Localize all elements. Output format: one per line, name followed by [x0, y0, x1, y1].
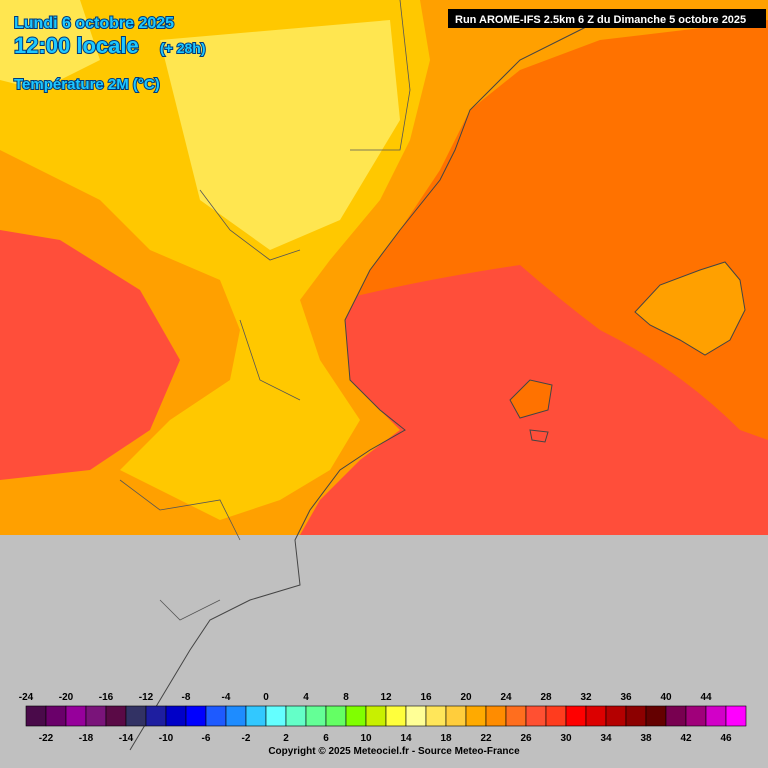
legend-swatch — [605, 705, 627, 727]
legend-swatch — [365, 705, 387, 727]
legend-label: -4 — [222, 692, 231, 703]
legend-label: -20 — [59, 692, 74, 703]
legend-label: 0 — [263, 692, 269, 703]
legend-swatch — [405, 705, 427, 727]
legend-swatch — [85, 705, 107, 727]
legend-swatch — [185, 705, 207, 727]
region-border — [119, 0, 411, 621]
legend-label: 24 — [500, 692, 512, 703]
legend-swatch — [25, 705, 47, 727]
forecast-offset: (+ 28h) — [160, 40, 206, 56]
legend-label: 12 — [380, 692, 392, 703]
legend-label: 38 — [640, 733, 652, 744]
legend-label: -14 — [119, 733, 134, 744]
legend-label: -12 — [139, 692, 154, 703]
legend-label: 28 — [540, 692, 552, 703]
legend-swatch — [485, 705, 507, 727]
legend-label: 20 — [460, 692, 472, 703]
run-info: Run AROME-IFS 2.5km 6 Z du Dimanche 5 oc… — [455, 14, 746, 26]
legend-swatch — [645, 705, 667, 727]
legend-swatch — [45, 705, 67, 727]
forecast-date: Lundi 6 octobre 2025 — [14, 15, 174, 32]
legend-label: 32 — [580, 692, 592, 703]
legend-swatch — [425, 705, 447, 727]
legend-label: 34 — [600, 733, 612, 744]
legend-label: 40 — [660, 692, 672, 703]
land-plateau — [160, 20, 400, 250]
legend-label: 22 — [480, 733, 492, 744]
legend-label: -8 — [182, 692, 191, 703]
legend-swatch — [125, 705, 147, 727]
legend-swatch — [325, 705, 347, 727]
legend-label: 46 — [720, 733, 732, 744]
legend-swatch — [625, 705, 647, 727]
legend-swatch — [565, 705, 587, 727]
legend-swatch — [505, 705, 527, 727]
legend-swatch — [445, 705, 467, 727]
legend-swatch — [665, 705, 687, 727]
legend-swatch — [525, 705, 547, 727]
legend-label: 4 — [303, 692, 309, 703]
forecast-time: 12:00 locale — [14, 33, 139, 58]
legend-label: -18 — [79, 733, 94, 744]
legend-label: 36 — [620, 692, 632, 703]
legend-label: 16 — [420, 692, 432, 703]
legend-swatch — [305, 705, 327, 727]
land-plateau — [0, 0, 100, 90]
legend-swatch — [285, 705, 307, 727]
island — [634, 261, 746, 356]
legend-swatch — [105, 705, 127, 727]
color-legend: -24 -20 -16 -12 -8 -4 0 4 8 12 16 20 24 28 32 36 40 44-22… — [19, 692, 747, 744]
legend-label: 18 — [440, 733, 452, 744]
legend-label: 10 — [360, 733, 372, 744]
legend-label: 8 — [343, 692, 349, 703]
copyright: Copyright © 2025 Meteociel.fr - Source M… — [268, 746, 520, 757]
legend-swatch — [465, 705, 487, 727]
legend-label: -16 — [99, 692, 114, 703]
legend-label: 42 — [680, 733, 692, 744]
legend-swatch — [705, 705, 727, 727]
legend-label: 6 — [323, 733, 329, 744]
legend-swatch — [145, 705, 167, 727]
legend-swatch — [725, 705, 747, 727]
legend-label: -2 — [242, 733, 251, 744]
legend-swatch — [65, 705, 87, 727]
legend-label: 14 — [400, 733, 412, 744]
run-banner — [448, 9, 766, 28]
island — [509, 379, 553, 419]
legend-swatch — [345, 705, 367, 727]
legend-swatch — [245, 705, 267, 727]
coastline — [129, 19, 601, 751]
legend-label: 2 — [283, 733, 289, 744]
legend-label: -22 — [39, 733, 54, 744]
legend-label: 44 — [700, 692, 712, 703]
legend-label: 26 — [520, 733, 532, 744]
legend-label: 30 — [560, 733, 572, 744]
land-hot — [0, 230, 180, 480]
legend-label: -6 — [202, 733, 211, 744]
legend-swatch — [165, 705, 187, 727]
legend-swatch — [385, 705, 407, 727]
legend-swatch — [205, 705, 227, 727]
legend-label: -10 — [159, 733, 174, 744]
legend-swatch — [685, 705, 707, 727]
legend-swatch — [585, 705, 607, 727]
legend-swatch — [265, 705, 287, 727]
variable-name: Température 2M (°C) — [14, 76, 160, 93]
legend-swatch — [225, 705, 247, 727]
legend-label: -24 — [19, 692, 34, 703]
legend-swatch — [545, 705, 567, 727]
island — [529, 429, 549, 443]
